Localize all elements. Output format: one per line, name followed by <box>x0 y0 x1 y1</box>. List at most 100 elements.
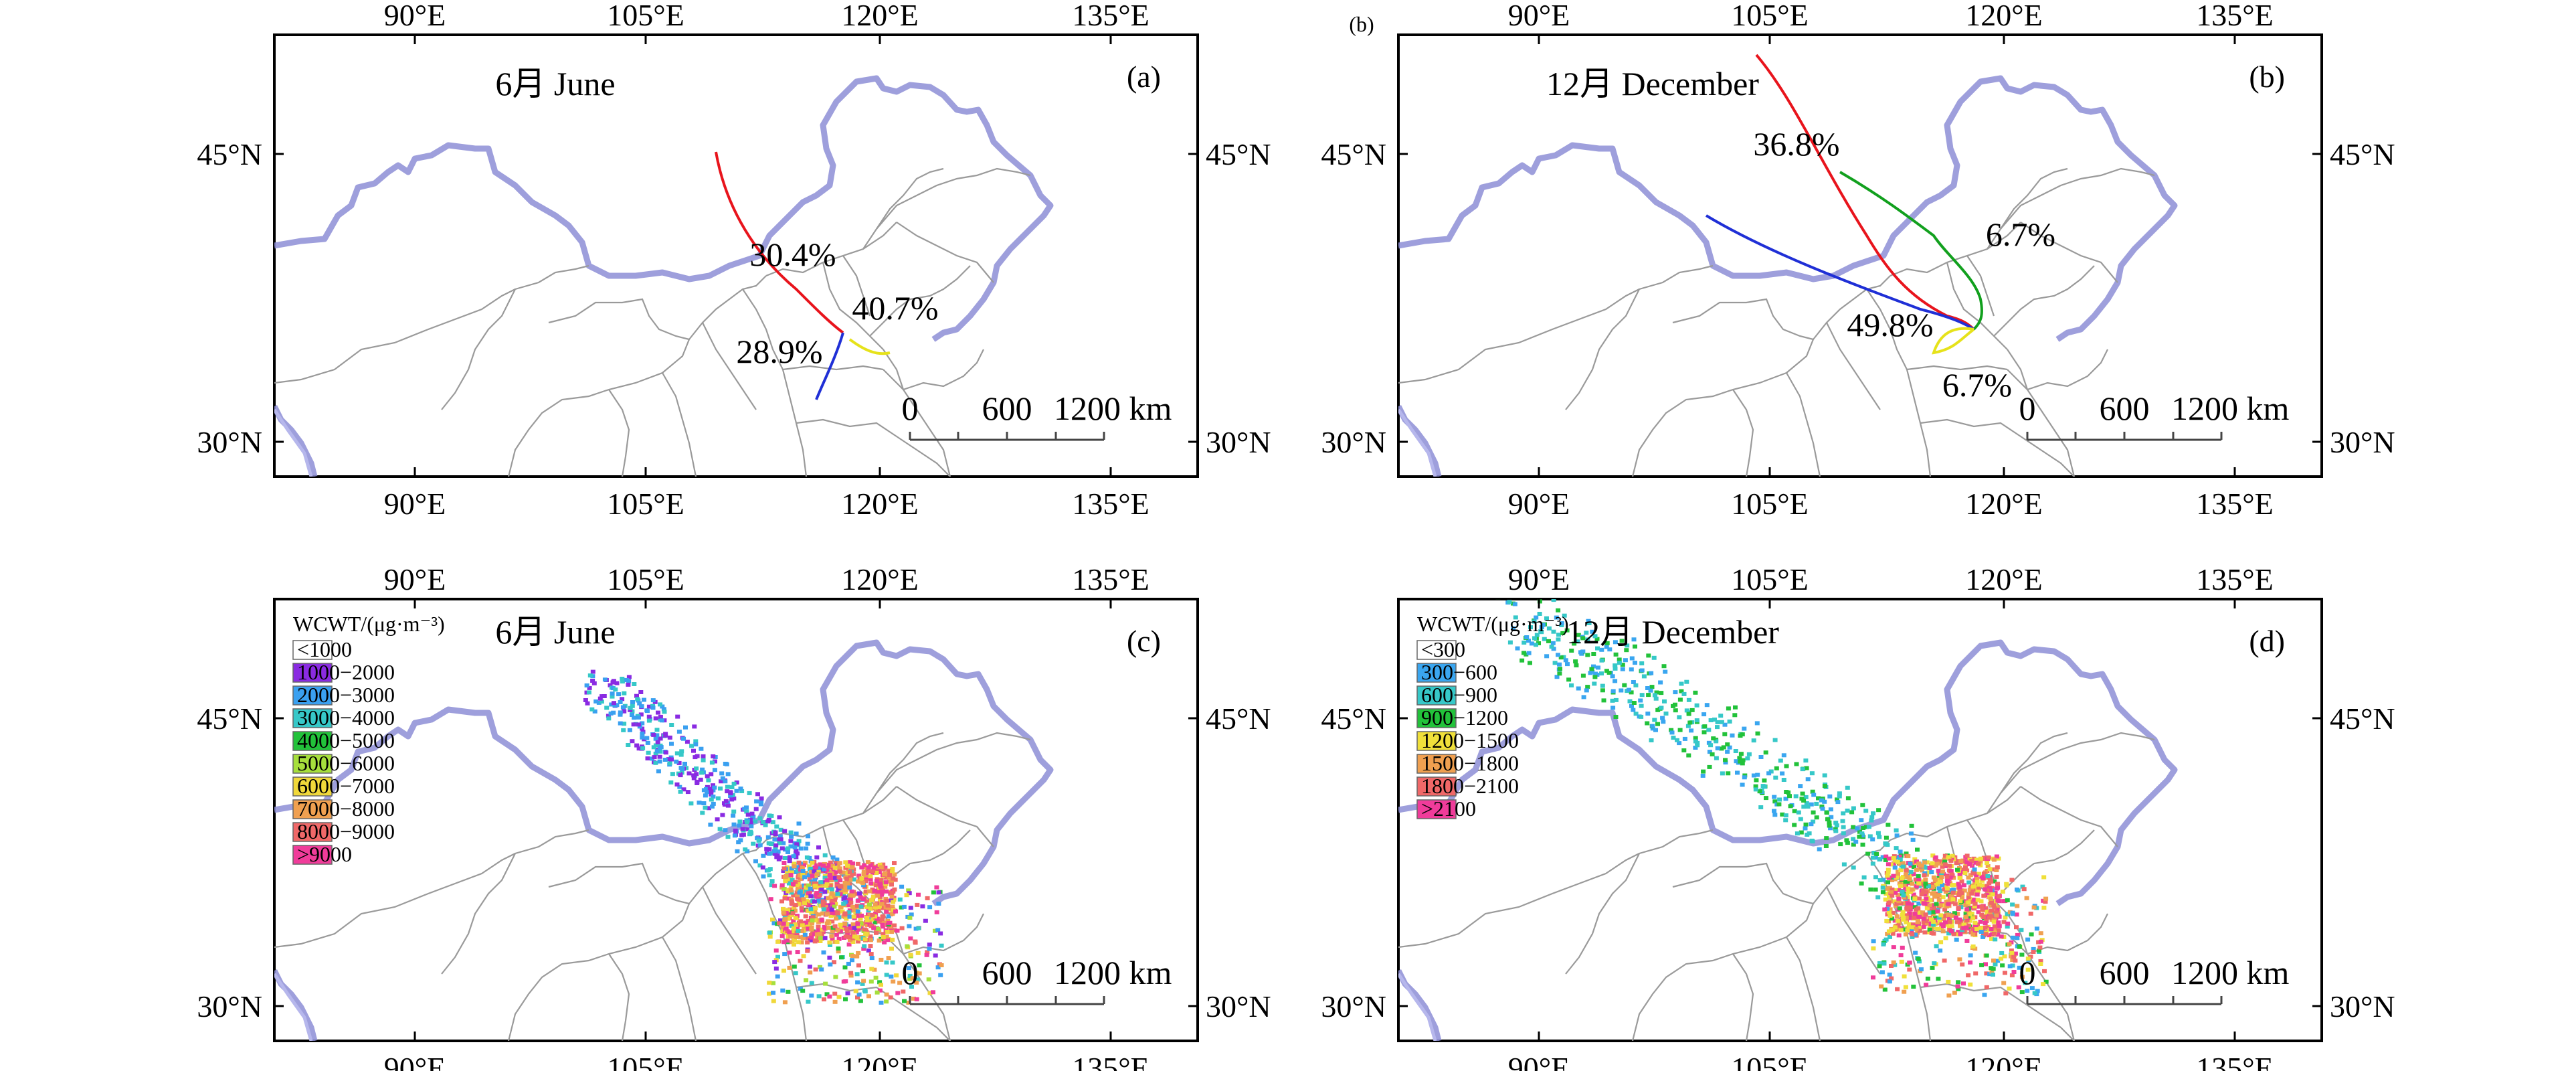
cluster-percent-label: 30.4% <box>749 236 836 273</box>
panel-letter: (b) <box>2249 60 2285 94</box>
legend-label: 3000−4000 <box>297 706 395 730</box>
legend-title: WCWT/(μg·m⁻³) <box>293 612 445 636</box>
legend-swatch <box>1416 776 1457 797</box>
lon-tick-bottom: 105°E <box>607 487 684 521</box>
lon-tick-bottom: 135°E <box>1072 487 1149 521</box>
lat-tick-right: 30°N <box>1206 425 1271 459</box>
scale-bar: 0 600 1200 km <box>2019 390 2290 441</box>
lat-tick-left: 45°N <box>197 702 262 736</box>
legend-label: 4000−5000 <box>297 728 395 752</box>
lon-tick-top: 120°E <box>1965 562 2043 596</box>
lon-tick-top: 120°E <box>841 562 919 596</box>
lon-tick-bottom: 90°E <box>384 1051 446 1071</box>
lon-tick-top: 105°E <box>607 562 684 596</box>
legend-swatch <box>1416 708 1457 728</box>
lon-tick-bottom: 120°E <box>841 1051 919 1071</box>
legend-label: 8000−9000 <box>297 819 395 843</box>
legend-label: 6000−7000 <box>297 774 395 798</box>
legend-label: 900−1200 <box>1421 706 1508 730</box>
cluster-percent-label: 6.7% <box>1986 216 2055 253</box>
panel-letter: (c) <box>1127 624 1161 658</box>
cluster-percent-label: 36.8% <box>1753 125 1839 163</box>
lon-tick-top: 135°E <box>2196 562 2274 596</box>
scale-zero: 0 <box>902 954 919 991</box>
legend-label: >2100 <box>1421 797 1476 821</box>
legend-swatch <box>292 731 333 751</box>
legend-swatch <box>1416 731 1457 751</box>
map-frame <box>273 598 1199 1042</box>
scale-bar: 0 600 1200 km <box>902 954 1172 1005</box>
lon-tick-bottom: 105°E <box>1731 487 1809 521</box>
wcwt-legend: WCWT/(μg·m⁻³)<300300−600600−900900−12001… <box>1416 612 1569 821</box>
scale-bar: 0 600 1200 km <box>2019 954 2290 1005</box>
lat-tick-right: 45°N <box>2330 702 2395 736</box>
lon-tick-bottom: 135°E <box>1072 1051 1149 1071</box>
lat-tick-left: 45°N <box>1321 137 1386 171</box>
panel-small-mark: (b) <box>1349 12 1374 36</box>
cluster-percent-label: 49.8% <box>1847 306 1933 343</box>
month-title: 6月 June <box>495 65 615 102</box>
legend-title: WCWT/(μg·m⁻³) <box>1417 612 1569 636</box>
month-title: 6月 June <box>495 613 615 651</box>
lon-tick-bottom: 105°E <box>1731 1051 1809 1071</box>
scale-mid: 600 <box>982 390 1032 427</box>
map-panel-b: 90°E 90°E 105°E 105°E 120°E 120°E 135°E 135°E 45… <box>1321 0 2395 521</box>
legend-label: 1500−1800 <box>1421 751 1519 775</box>
map-panel-c: 90°E 90°E 105°E 105°E 120°E 120°E 135°E 135°E 45… <box>197 562 1271 1071</box>
legend-label: 1200−1500 <box>1421 728 1519 752</box>
trajectory-blue <box>815 332 844 400</box>
legend-label: 2000−3000 <box>297 683 395 707</box>
scale-zero: 0 <box>902 390 919 427</box>
legend-label: 300−600 <box>1421 660 1497 684</box>
month-title: 12月 December <box>1546 65 1759 102</box>
scale-zero: 0 <box>2019 954 2036 991</box>
trajectory-yellow <box>848 338 891 355</box>
lon-tick-top: 135°E <box>2196 0 2274 32</box>
lon-tick-bottom: 135°E <box>2196 487 2274 521</box>
map-panel-a: 90°E 90°E 105°E 105°E 120°E 120°E 135°E 135°E 45… <box>197 0 1271 521</box>
lat-tick-right: 30°N <box>2330 989 2395 1023</box>
lon-tick-top: 120°E <box>1965 0 2043 32</box>
lat-tick-left: 30°N <box>1321 989 1386 1023</box>
scale-end: 1200 km <box>2171 390 2290 427</box>
trajectory-green <box>1839 171 1983 331</box>
lat-tick-right: 30°N <box>2330 425 2395 459</box>
lon-tick-top: 105°E <box>1731 0 1809 32</box>
lon-tick-bottom: 120°E <box>1965 1051 2043 1071</box>
cluster-percent-label: 40.7% <box>852 289 938 327</box>
legend-swatch <box>1416 663 1457 683</box>
map-frame <box>1397 33 2323 478</box>
map-panel-d: 90°E 90°E 105°E 105°E 120°E 120°E 135°E 135°E 45… <box>1321 562 2395 1071</box>
wcwt-grid-cells <box>1495 599 2049 998</box>
trajectory-red <box>715 151 844 334</box>
wcwt-legend: WCWT/(μg·m⁻³)<10001000−20002000−30003000… <box>292 612 445 866</box>
legend-swatch <box>1416 799 1457 819</box>
lat-tick-left: 30°N <box>1321 425 1386 459</box>
wcwt-grid-cells <box>583 669 944 1005</box>
lon-tick-bottom: 135°E <box>2196 1051 2274 1071</box>
lon-tick-top: 120°E <box>841 0 919 32</box>
legend-swatch <box>292 754 333 774</box>
legend-swatch <box>292 799 333 819</box>
scale-end: 1200 km <box>1054 954 1172 991</box>
lon-tick-bottom: 120°E <box>1965 487 2043 521</box>
legend-label: 600−900 <box>1421 683 1497 707</box>
scale-bar: 0 600 1200 km <box>902 390 1172 441</box>
map-frame <box>273 33 1199 478</box>
legend-label: >9000 <box>297 842 352 866</box>
trajectory-blue <box>1705 214 1975 331</box>
legend-label: 5000−6000 <box>297 751 395 775</box>
lon-tick-bottom: 90°E <box>384 487 446 521</box>
cluster-percent-label: 6.7% <box>1942 366 2012 404</box>
legend-swatch <box>292 685 333 706</box>
panel-letter: (a) <box>1127 60 1161 94</box>
lon-tick-bottom: 120°E <box>841 487 919 521</box>
scale-end: 1200 km <box>2171 954 2290 991</box>
panel-letter: (d) <box>2249 624 2285 658</box>
legend-label: 1800−2100 <box>1421 774 1519 798</box>
lon-tick-top: 90°E <box>1508 0 1570 32</box>
lon-tick-bottom: 90°E <box>1508 1051 1570 1071</box>
legend-label: 1000−2000 <box>297 660 395 684</box>
legend-swatch <box>292 708 333 728</box>
legend-label: <300 <box>1421 637 1465 661</box>
